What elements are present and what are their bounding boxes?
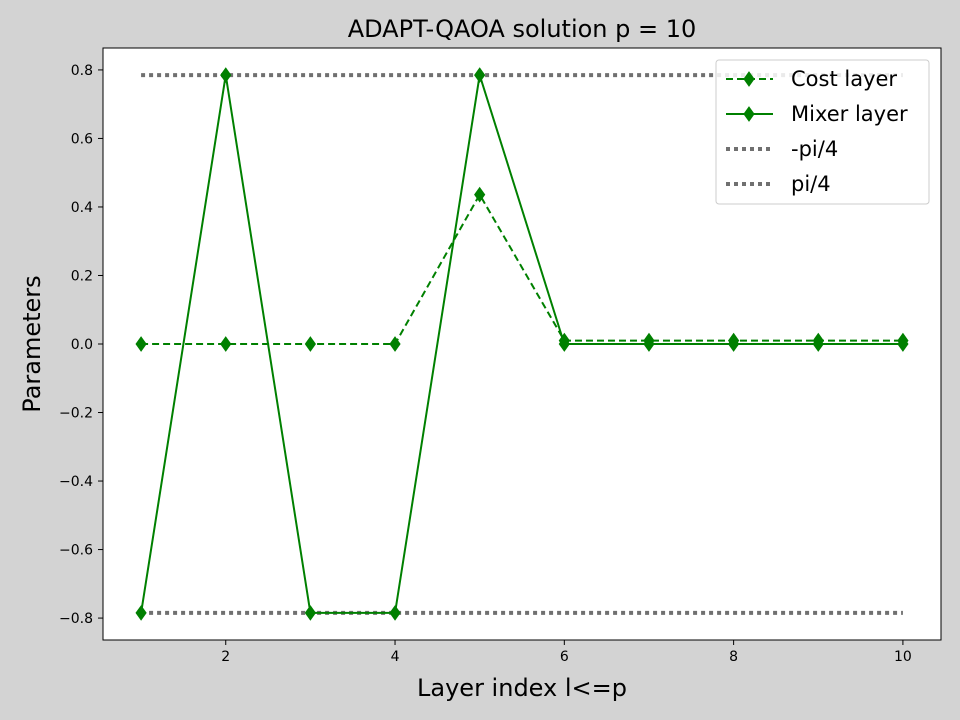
legend-label: -pi/4 [791,137,838,161]
series-line [140,74,903,614]
y-tick-label: 0.4 [71,200,93,216]
legend-label: Mixer layer [791,102,908,126]
data-point [304,605,316,621]
legend-item: Cost layer [726,67,897,91]
x-tick-label: 4 [391,649,400,665]
x-tick-label: 10 [894,649,912,665]
chart-title: ADAPT-QAOA solution p = 10 [348,15,697,43]
legend-item: -pi/4 [726,137,838,161]
y-tick-label: 0.0 [71,337,93,353]
legend-item: pi/4 [726,172,831,196]
data-point [389,605,401,621]
legend-label: pi/4 [791,172,831,196]
y-tick-label: 0.6 [71,131,93,147]
y-tick-label: −0.2 [59,406,93,422]
data-point [389,336,401,352]
data-point [728,336,740,352]
x-tick-label: 2 [221,649,230,665]
data-point [474,67,486,83]
data-point [135,336,147,352]
legend-item: Mixer layer [726,102,908,126]
data-point [220,336,232,352]
data-point [558,336,570,352]
y-tick-label: −0.8 [59,611,93,627]
legend-marker [743,106,755,122]
y-tick-label: 0.8 [71,63,93,79]
x-tick-label: 8 [729,649,738,665]
y-tick-label: 0.2 [71,268,93,284]
data-point [812,336,824,352]
data-point [643,336,655,352]
legend-marker [743,71,755,87]
series-mixer-layer [135,67,909,621]
data-point [897,336,909,352]
y-axis-label: Parameters [18,275,46,412]
ticks-layer: 2 4 6 8 10 −0.8 −0.6 −0.4 −0.2 0.0 0.2 0.4 0.6 0.8 [59,63,912,665]
legend: Cost layer Mixer layer -pi/4 pi/4 [715,59,930,205]
x-axis-label: Layer index l<=p [417,674,627,702]
legend-box [715,59,930,205]
data-point [304,336,316,352]
data-point [135,605,147,621]
y-tick-label: −0.6 [59,543,93,559]
data-point [220,67,232,83]
data-point [474,186,486,203]
legend-label: Cost layer [791,67,897,91]
x-tick-label: 6 [560,649,569,665]
y-tick-label: −0.4 [59,474,93,490]
